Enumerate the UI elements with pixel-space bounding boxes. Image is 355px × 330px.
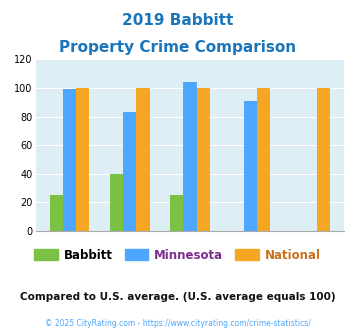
Text: 2019 Babbitt: 2019 Babbitt — [122, 13, 233, 28]
Bar — [63, 89, 76, 231]
Text: Property Crime Comparison: Property Crime Comparison — [59, 40, 296, 54]
Bar — [244, 101, 257, 231]
Bar — [123, 112, 136, 231]
Bar — [50, 195, 63, 231]
Bar — [183, 82, 197, 231]
Legend: Babbitt, Minnesota, National: Babbitt, Minnesota, National — [29, 244, 326, 266]
Text: Compared to U.S. average. (U.S. average equals 100): Compared to U.S. average. (U.S. average … — [20, 292, 335, 302]
Bar — [197, 88, 210, 231]
Bar — [257, 88, 270, 231]
Bar — [76, 88, 89, 231]
Bar — [110, 174, 123, 231]
Bar — [170, 195, 183, 231]
Bar — [136, 88, 149, 231]
Text: © 2025 CityRating.com - https://www.cityrating.com/crime-statistics/: © 2025 CityRating.com - https://www.city… — [45, 319, 310, 328]
Bar — [317, 88, 330, 231]
